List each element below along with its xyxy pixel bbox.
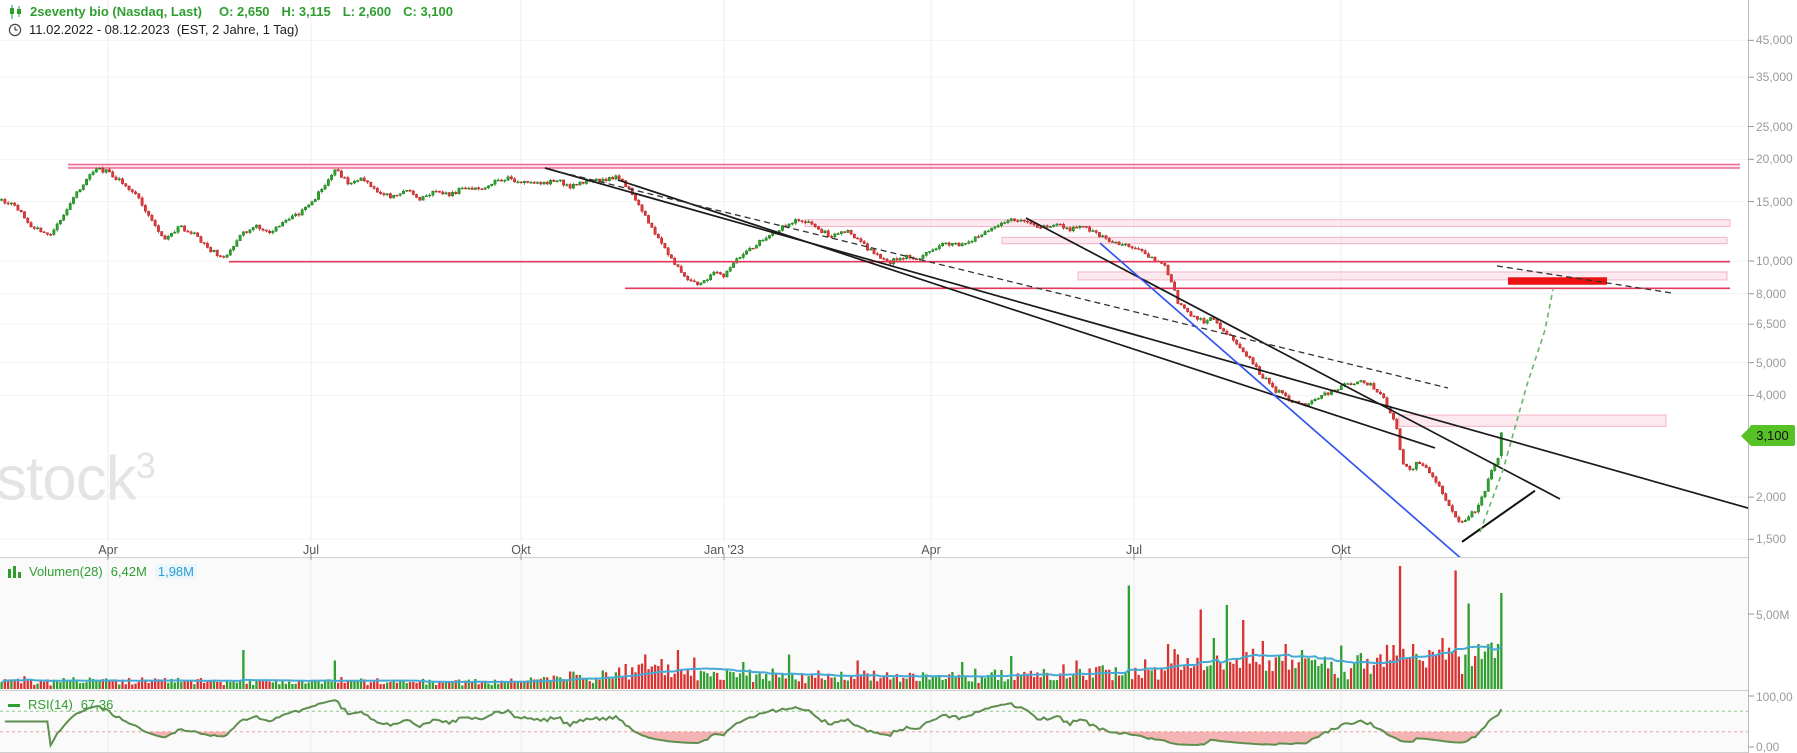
price-tick-35,000: 35,000: [1756, 70, 1793, 85]
rsi-line-icon: [8, 702, 20, 708]
rsi-axis-top-label: 100,00: [1756, 690, 1793, 704]
clock-icon: [8, 23, 22, 37]
price-tick-6,500: 6,500: [1756, 317, 1787, 332]
instrument-title[interactable]: 2seventy bio (Nasdaq, Last): [30, 4, 202, 19]
ohlc-low: L: 2,600: [342, 4, 392, 19]
support-resistance-zones: [68, 163, 1740, 427]
price-tick-10,000: 10,000: [1756, 254, 1793, 268]
time-tick-Apr: Apr: [98, 543, 118, 557]
date-range[interactable]: 11.02.2022 - 08.12.2023: [29, 22, 170, 37]
price-tick-8,000: 8,000: [1756, 286, 1787, 301]
stock3-watermark-logo: stock3: [0, 444, 156, 514]
timeframe-info: (EST, 2 Jahre, 1 Tag): [176, 22, 299, 37]
price-tick-5,000: 5,000: [1756, 355, 1787, 370]
price-axis: [107, 0, 1797, 753]
price-tick-20,000: 20,000: [1756, 152, 1793, 167]
ohlc-open: O: 2,650: [218, 4, 270, 19]
volume-current-value: 6,42M: [110, 564, 147, 579]
time-tick-Jul: Jul: [1126, 543, 1142, 557]
time-tick-Okt: Okt: [511, 543, 531, 557]
last-price-tag[interactable]: 3,100: [1741, 425, 1795, 446]
volume-indicator-header: Volumen(28) 6,42M 1,98M: [8, 564, 197, 579]
volume-ma-value: 1,98M: [154, 564, 197, 579]
price-tick-45,000: 45,000: [1756, 33, 1793, 48]
ohlc-close: C: 3,100: [403, 4, 453, 19]
rsi-label[interactable]: RSI(14): [28, 697, 73, 712]
ohlc-high: H: 3,115: [281, 4, 331, 19]
volume-bars-icon: [8, 565, 21, 578]
price-tick-4,000: 4,000: [1756, 388, 1787, 403]
time-tick-Jul: Jul: [303, 543, 319, 557]
instrument-header: 2seventy bio (Nasdaq, Last) O: 2,650 H: …: [8, 4, 453, 19]
price-tick-25,000: 25,000: [1756, 119, 1793, 134]
candlestick-icon: [8, 4, 23, 19]
price-tick-1,500: 1,500: [1756, 532, 1787, 547]
rsi-value: 67,36: [80, 697, 114, 712]
rsi-indicator-header: RSI(14) 67,36: [8, 697, 113, 712]
candlestick-series: [0, 166, 1503, 524]
rsi-axis-bottom-label: 0,00: [1756, 740, 1780, 753]
volume-ma-line: [1, 645, 1502, 684]
volume-axis-label: 5,00M: [1756, 608, 1790, 622]
volume-label[interactable]: Volumen(28): [29, 564, 103, 579]
time-tick-Jan-'23: Jan '23: [704, 543, 744, 557]
trendlines: [544, 167, 1791, 559]
price-tick-15,000: 15,000: [1756, 194, 1793, 209]
price-tick-2,000: 2,000: [1756, 490, 1787, 505]
time-tick-Okt: Okt: [1331, 543, 1351, 557]
horizontal-levels: [229, 260, 1730, 290]
rsi-line: [4, 699, 1503, 749]
date-range-header: 11.02.2022 - 08.12.2023 (EST, 2 Jahre, 1…: [8, 22, 299, 37]
time-tick-Apr: Apr: [921, 543, 941, 557]
